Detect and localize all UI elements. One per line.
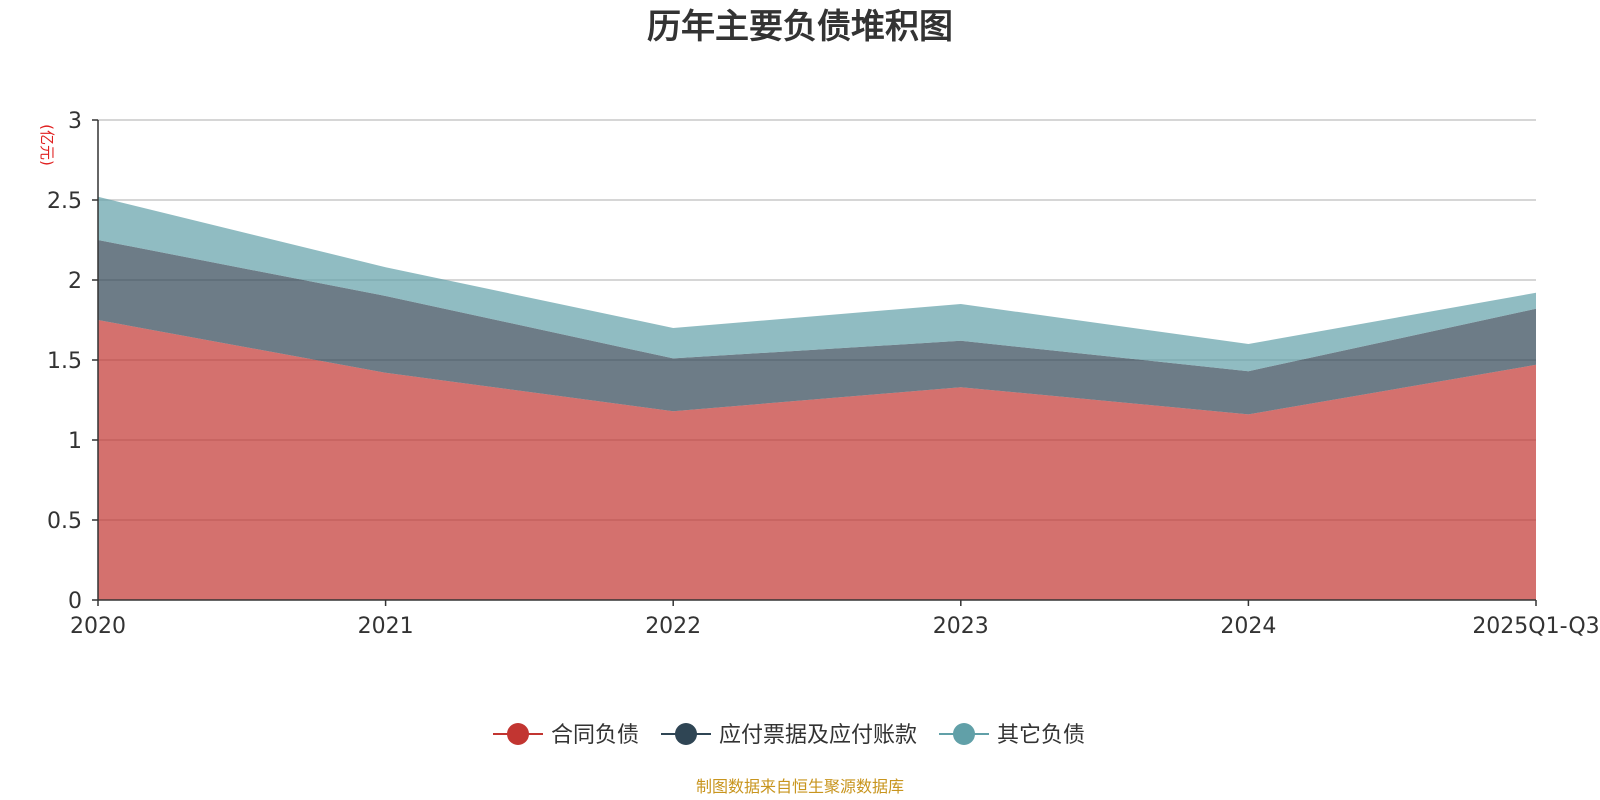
- x-tick-label: 2020: [70, 614, 126, 639]
- legend-item-2[interactable]: 应付票据及应付账款: [661, 723, 917, 748]
- y-tick-label: 2.5: [47, 189, 82, 214]
- legend-label: 合同负债: [551, 723, 639, 748]
- y-tick-label: 2: [68, 269, 82, 294]
- y-tick-label: 0.5: [47, 509, 82, 534]
- legend[interactable]: 合同负债 应付票据及应付账款 其它负债: [493, 723, 1085, 748]
- area-series-1: [98, 320, 1536, 600]
- x-tick-label: 2022: [645, 614, 701, 639]
- x-tick-label: 2023: [933, 614, 989, 639]
- y-tick-label: 1.5: [47, 349, 82, 374]
- y-tick-label: 3: [68, 109, 82, 134]
- area-series-2: [98, 240, 1536, 415]
- x-tick-label: 2025Q1-Q3: [1472, 614, 1599, 639]
- x-tick-label: 2024: [1220, 614, 1276, 639]
- legend-item-3[interactable]: 其它负债: [939, 723, 1085, 748]
- legend-marker: [953, 723, 975, 745]
- y-tick-label: 0: [68, 589, 82, 614]
- chart-title: 历年主要负债堆积图: [647, 7, 953, 47]
- x-tick-label: 2021: [358, 614, 414, 639]
- area-series-3: [98, 196, 1536, 372]
- legend-label: 应付票据及应付账款: [719, 723, 917, 748]
- area-series-group: [97, 196, 1537, 600]
- x-axis-ticks: 2020 2021 2022 2023 2024 2025Q1-Q3: [70, 600, 1600, 639]
- y-tick-label: 1: [68, 429, 82, 454]
- legend-item-1[interactable]: 合同负债: [493, 723, 639, 748]
- legend-marker: [675, 723, 697, 745]
- y-axis-ticks: 0 0.5 1 1.5 2 2.5 3: [47, 109, 98, 614]
- legend-label: 其它负债: [997, 723, 1085, 748]
- source-footer: 制图数据来自恒生聚源数据库: [696, 777, 904, 796]
- y-axis-unit: (亿元): [38, 124, 56, 166]
- legend-marker: [507, 723, 529, 745]
